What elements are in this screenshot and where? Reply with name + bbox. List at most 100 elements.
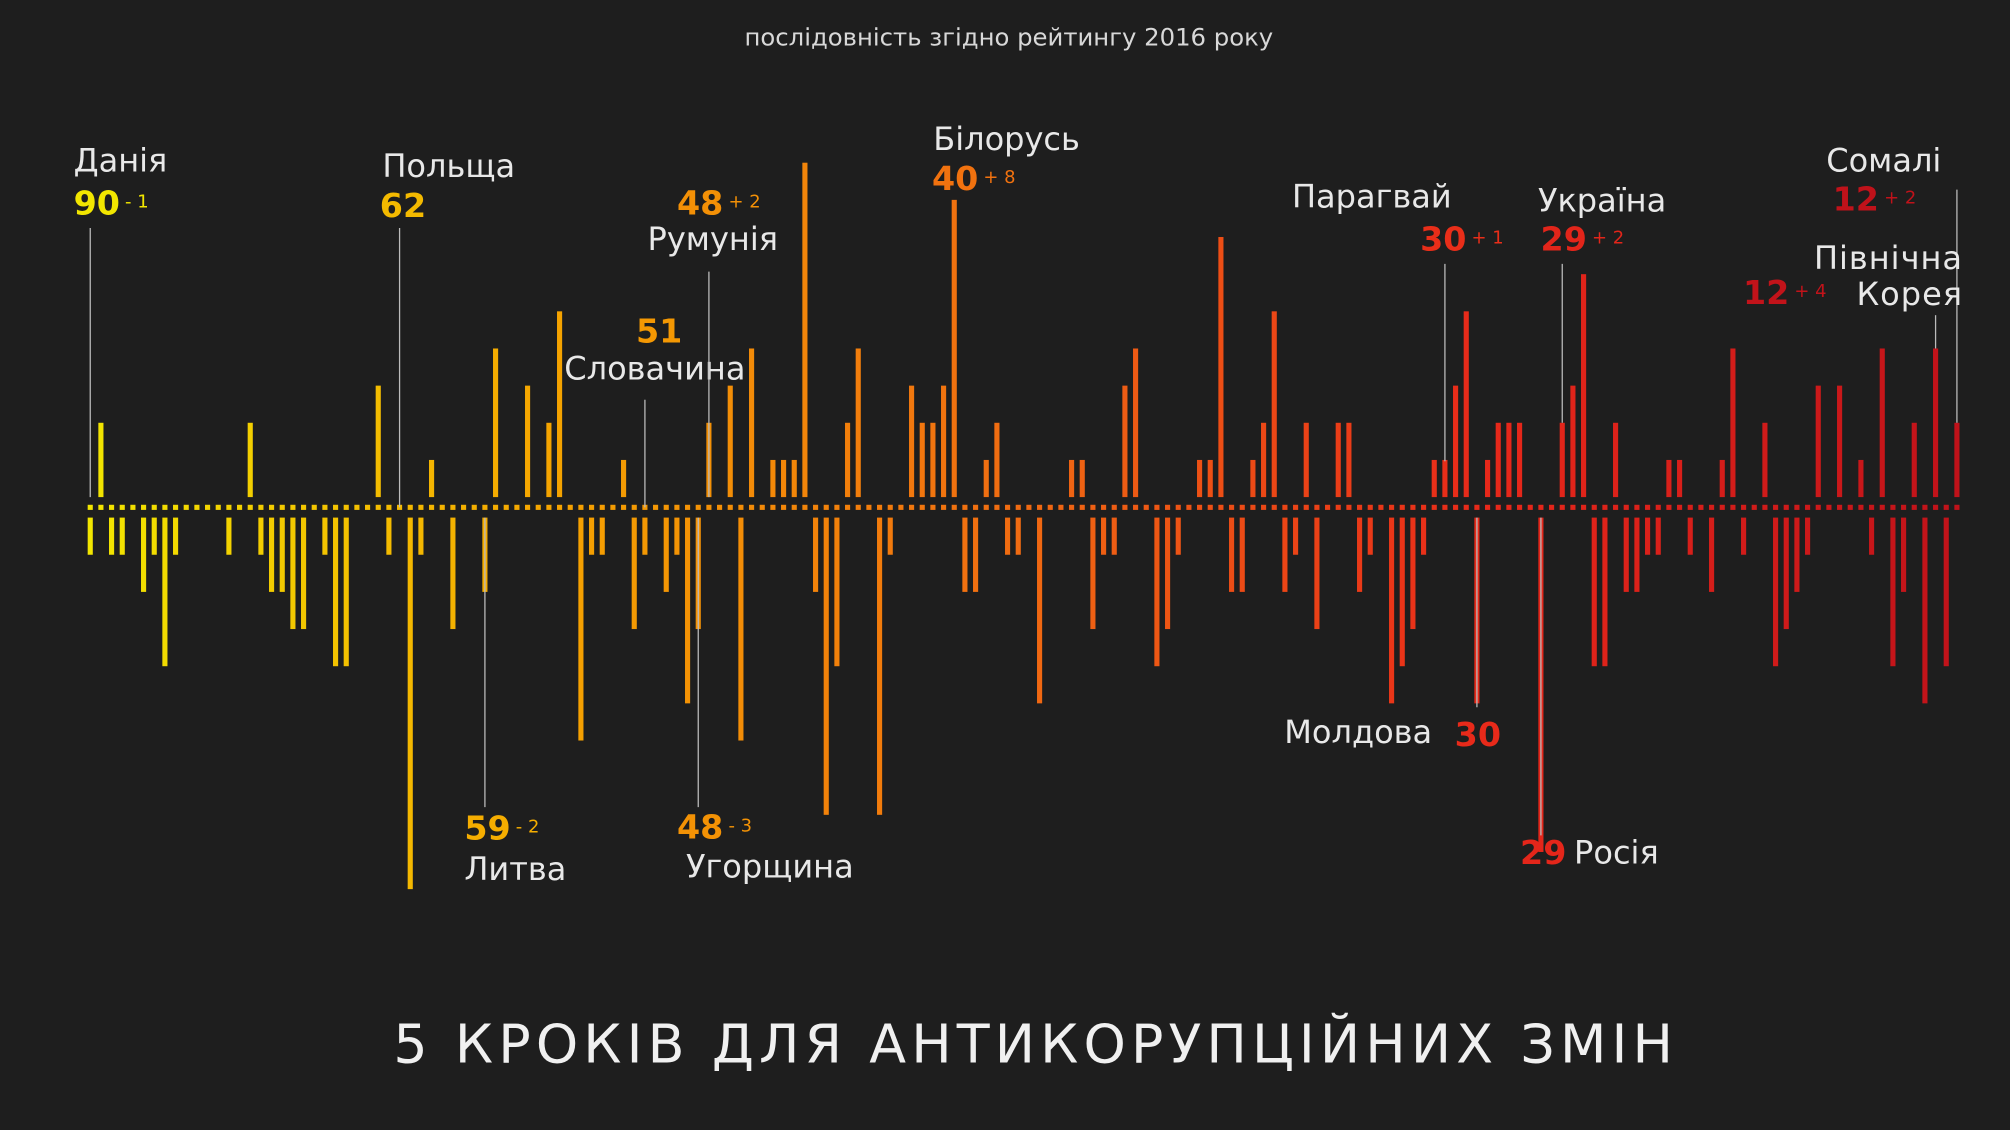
baseline-dot xyxy=(1357,504,1363,510)
bar xyxy=(1335,422,1341,498)
country-name: Росія xyxy=(1574,834,1659,872)
baseline-dot xyxy=(1037,504,1043,510)
bar xyxy=(557,311,563,498)
baseline-dot xyxy=(1154,504,1160,510)
baseline-dot xyxy=(1175,504,1181,510)
baseline-dot xyxy=(1079,504,1085,510)
bar xyxy=(1101,517,1107,555)
baseline-dot xyxy=(109,504,115,510)
baseline-dot xyxy=(1303,504,1309,510)
bar xyxy=(1837,385,1843,498)
country-name: Румунія xyxy=(648,220,778,258)
baseline-dot xyxy=(333,504,339,510)
bar xyxy=(845,422,851,498)
bar xyxy=(343,517,349,667)
country-score: 40 xyxy=(932,159,978,198)
bar xyxy=(1634,517,1640,592)
bar xyxy=(631,517,637,630)
baseline-dot xyxy=(354,504,360,510)
baseline-dot xyxy=(1847,504,1853,510)
baseline-dot xyxy=(1890,504,1896,510)
baseline-dot xyxy=(845,504,851,510)
bar xyxy=(770,459,776,498)
bar xyxy=(994,422,1000,498)
baseline-dot xyxy=(173,504,179,510)
country-score: 12 xyxy=(1743,273,1789,312)
baseline-dot xyxy=(578,504,584,510)
bar xyxy=(1901,517,1907,592)
rank-change: + 8 xyxy=(983,167,1015,188)
baseline-dot xyxy=(1709,504,1715,510)
country-name: Угорщина xyxy=(686,848,854,886)
bar xyxy=(1762,422,1768,498)
baseline-dot xyxy=(1442,504,1448,510)
baseline-dot xyxy=(535,504,541,510)
baseline-dot xyxy=(237,504,243,510)
baseline-dot xyxy=(1591,504,1597,510)
baseline-dot xyxy=(1943,504,1949,510)
baseline-dot xyxy=(194,504,200,510)
baseline-dot xyxy=(1954,504,1960,510)
baseline-dot xyxy=(1133,504,1139,510)
baseline-dot xyxy=(1815,504,1821,510)
baseline-dot xyxy=(1218,504,1224,510)
baseline-dot xyxy=(375,504,381,510)
bar xyxy=(578,517,584,741)
baseline-dot xyxy=(1677,504,1683,510)
bar xyxy=(642,517,648,555)
baseline-dot xyxy=(205,504,211,510)
bar xyxy=(1389,517,1395,704)
baseline-dot xyxy=(1666,504,1672,510)
baseline-dot xyxy=(1271,504,1277,510)
baseline-dot xyxy=(1197,504,1203,510)
country-label: Північна Корея xyxy=(1813,239,1963,313)
bar xyxy=(589,517,595,555)
bar xyxy=(813,517,819,592)
baseline-dot xyxy=(791,504,797,510)
baseline-dot xyxy=(994,504,1000,510)
bar xyxy=(1794,517,1800,592)
baseline-dot xyxy=(1687,504,1693,510)
bar xyxy=(1570,385,1576,498)
section-heading: 5 КРОКІВ ДЛЯ АНТИКОРУПЦІЙНИХ ЗМІН xyxy=(393,1013,1678,1076)
baseline-dot xyxy=(599,504,605,510)
bar xyxy=(1271,311,1277,498)
country-score: 90 xyxy=(74,183,120,222)
bar xyxy=(162,517,168,667)
baseline-dot xyxy=(279,504,285,510)
bar xyxy=(1282,517,1288,592)
bar xyxy=(1623,517,1629,592)
bar xyxy=(802,162,808,498)
baseline-dot xyxy=(1869,504,1875,510)
baseline-dot xyxy=(1634,504,1640,510)
bar xyxy=(1655,517,1661,555)
baseline-dot xyxy=(1485,504,1491,510)
baseline-dot xyxy=(482,504,488,510)
baseline-dot xyxy=(1026,504,1032,510)
baseline-dot xyxy=(898,504,904,510)
baseline-dot xyxy=(87,504,93,510)
bar xyxy=(1314,517,1320,630)
baseline-dot xyxy=(610,504,616,510)
bar xyxy=(493,348,499,498)
baseline-dot xyxy=(1933,504,1939,510)
bar xyxy=(791,459,797,498)
baseline-dot xyxy=(823,504,829,510)
bar xyxy=(1303,422,1309,498)
baseline-dot xyxy=(887,504,893,510)
country-name: Молдова xyxy=(1284,713,1432,751)
country-score: 62 xyxy=(380,186,426,225)
baseline-dot xyxy=(930,504,936,510)
baseline-dot xyxy=(1901,504,1907,510)
baseline-dot xyxy=(322,504,328,510)
baseline-dot xyxy=(621,504,627,510)
rank-change: + 2 xyxy=(1884,188,1916,209)
baseline-dot xyxy=(386,504,392,510)
baseline-dot xyxy=(706,504,712,510)
bar xyxy=(173,517,179,555)
bar xyxy=(1399,517,1405,667)
baseline-dot xyxy=(941,504,947,510)
country-score: 12 xyxy=(1833,180,1879,219)
